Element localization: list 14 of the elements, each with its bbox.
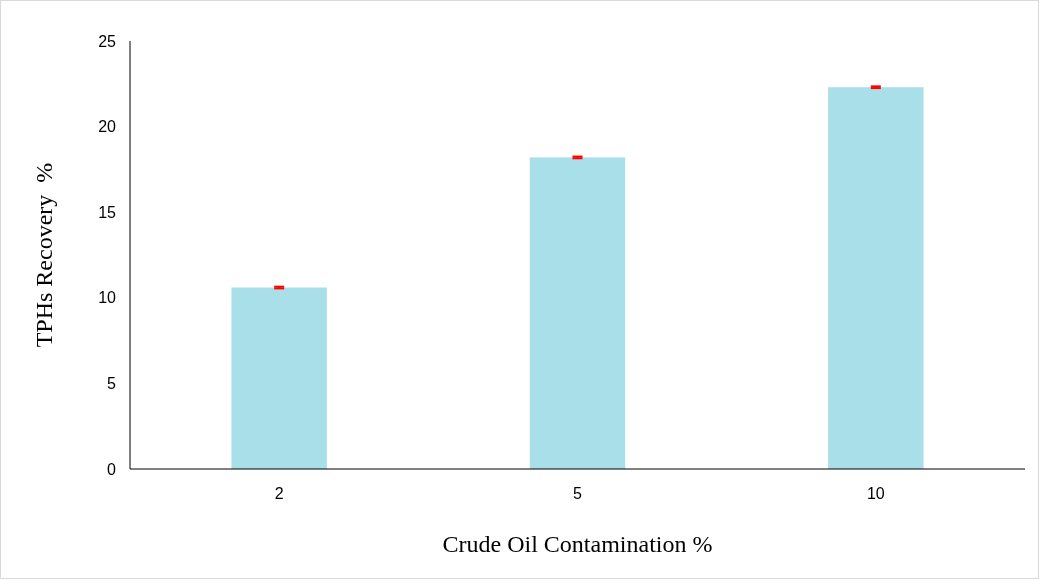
y-tick-label: 10 [98, 289, 117, 307]
x-tick-label: 2 [274, 485, 284, 502]
y-tick-label: 25 [98, 32, 117, 50]
x-tick-label: 5 [573, 485, 583, 502]
x-axis-title: Crude Oil Contamination % [442, 531, 713, 557]
y-tick-label: 20 [98, 118, 117, 136]
x-tick-label: 10 [866, 485, 885, 502]
bar [231, 287, 327, 469]
bar [828, 87, 924, 469]
y-tick-label: 5 [107, 375, 117, 392]
y-axis-title: TPHs Recovery % [31, 162, 57, 348]
bar [529, 157, 626, 469]
y-tick-label: 15 [98, 203, 117, 221]
y-tick-label: 0 [107, 460, 117, 478]
